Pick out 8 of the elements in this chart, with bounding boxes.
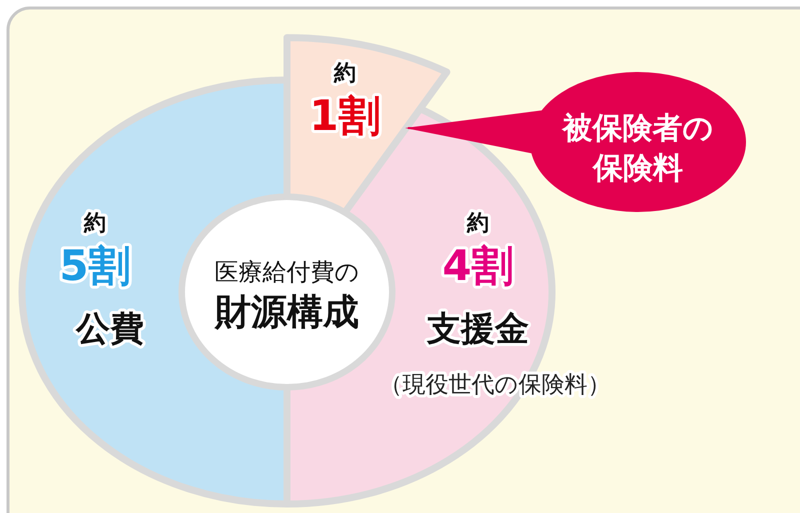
data-label: 約5割 xyxy=(59,211,131,290)
text: （現役世代の保険料） xyxy=(380,372,610,398)
text: 医療給付費の財源構成 xyxy=(214,258,360,333)
slice-label: 被保険者の保険料 xyxy=(560,111,714,186)
data-label: 約4割 xyxy=(442,211,514,290)
data-label: 約1割 xyxy=(309,61,381,140)
slice-label: 支援金 xyxy=(426,309,529,349)
slice-label: 公費 xyxy=(75,309,144,349)
